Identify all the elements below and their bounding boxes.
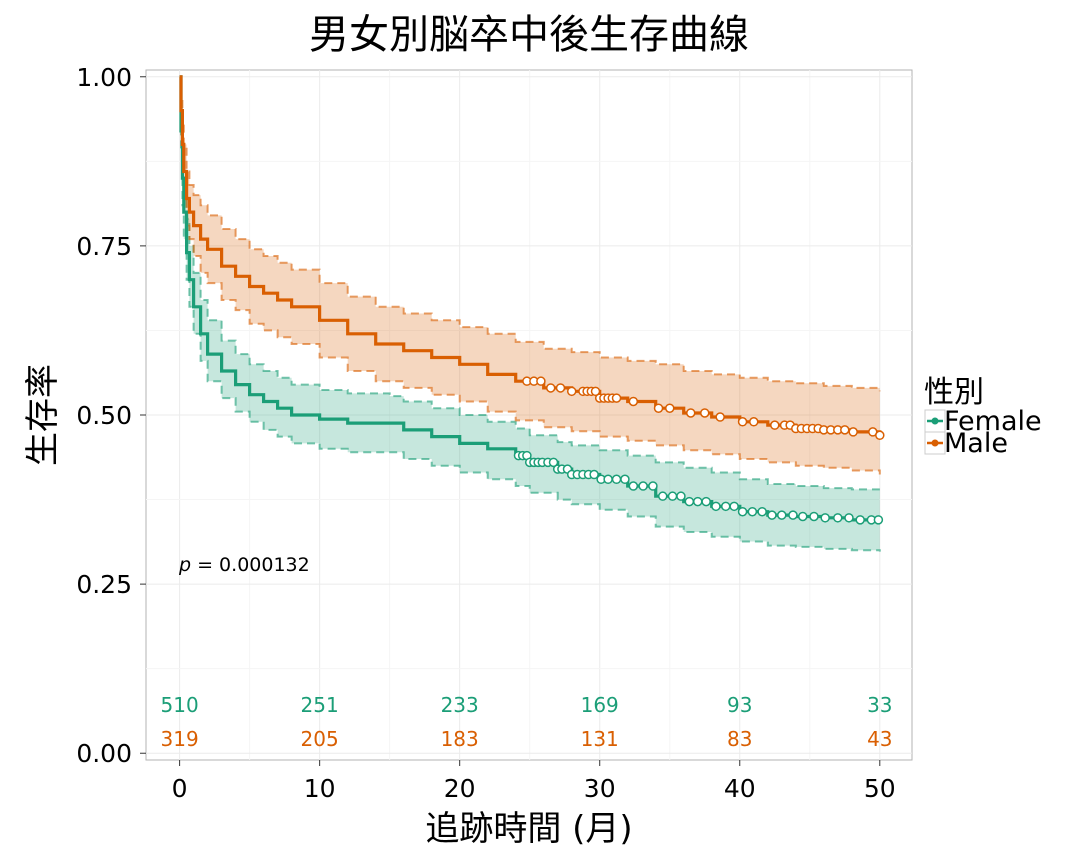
female-censor-mark	[798, 511, 808, 522]
y-tick-label: 0.50	[76, 401, 132, 430]
male-censor-mark	[536, 376, 546, 386]
female-censor-mark	[676, 491, 686, 501]
x-tick-label: 0	[172, 774, 188, 803]
male-censor-mark	[749, 417, 759, 427]
male-censor-mark	[840, 425, 850, 435]
male-censor-mark	[566, 386, 577, 397]
p-value-text: = 0.000132	[191, 554, 310, 576]
female-risk-count: 33	[867, 693, 892, 717]
female-risk-count: 251	[301, 693, 339, 717]
x-tick-label: 20	[444, 774, 476, 803]
grid-lines	[146, 70, 912, 760]
legend-label-male: Male	[944, 428, 1008, 459]
x-tick-label: 50	[864, 774, 896, 803]
female-ci-band	[179, 76, 880, 552]
y-tick-label: 0.25	[76, 570, 132, 599]
x-tick-label: 40	[724, 774, 756, 803]
male-ci-upper	[179, 75, 881, 392]
legend-dot-male	[931, 439, 939, 447]
female-risk-count: 169	[581, 693, 619, 717]
female-censor-mark	[855, 515, 865, 525]
female-censor-mark	[684, 496, 695, 507]
p-value-symbol: p	[178, 554, 191, 576]
x-axis-title: 追跡時間 (月)	[425, 809, 632, 849]
x-tick-label: 10	[304, 774, 336, 803]
female-censor-mark	[737, 506, 748, 517]
male-risk-count: 319	[161, 727, 199, 751]
p-value-annotation: p = 0.000132	[178, 554, 310, 576]
legend-dot-female	[931, 417, 939, 425]
female-censor-mark	[692, 496, 703, 507]
y-tick-label: 1.00	[76, 63, 132, 92]
male-ci-band	[179, 76, 880, 475]
female-censor-mark	[844, 513, 854, 523]
female-ci-upper	[179, 75, 880, 491]
male-censor-mark	[715, 412, 725, 422]
female-censor-mark	[657, 491, 668, 501]
female-censor-mark	[638, 481, 648, 491]
male-censor-mark	[590, 386, 601, 397]
x-tick-label: 30	[584, 774, 616, 803]
female-censor-mark	[701, 496, 711, 507]
legend-title: 性別	[924, 375, 984, 410]
female-censor-mark	[721, 501, 731, 512]
female-censor-mark	[729, 501, 739, 512]
female-risk-count: 93	[727, 693, 752, 717]
female-censor-mark	[620, 474, 630, 485]
female-risk-count: 510	[161, 693, 199, 717]
y-tick-label: 0.75	[76, 232, 132, 261]
male-risk-count: 83	[727, 727, 752, 751]
y-tick-label: 0.00	[76, 739, 132, 768]
risk-table: 510 251 233 169 93 33 319 205 183 131 83 43	[161, 693, 893, 751]
male-censor-mark	[685, 408, 696, 418]
male-risk-count: 183	[441, 727, 479, 751]
male-risk-count: 131	[581, 727, 619, 751]
female-censor-mark	[873, 515, 884, 525]
female-censor-mark	[809, 511, 819, 522]
male-risk-count: 205	[301, 727, 339, 751]
female-censor-mark	[747, 506, 758, 517]
male-censor-mark	[848, 427, 858, 437]
male-censor-mark	[555, 383, 566, 393]
female-censor-mark	[667, 491, 678, 501]
female-censor-mark	[757, 506, 767, 517]
female-censor-mark	[628, 481, 639, 491]
legend-label-female: Female	[944, 406, 1042, 437]
male-censor-mark	[611, 393, 622, 403]
female-risk-count: 233	[441, 693, 479, 717]
female-censor-mark	[820, 513, 830, 523]
female-censor-mark	[788, 510, 798, 520]
female-censor-mark	[767, 510, 777, 520]
axes: 0 10 20 30 40 50 0.00 0.25 0.50 0.75 1.00	[76, 63, 895, 803]
male-ci-lower	[179, 75, 881, 475]
y-axis-title: 生存率	[23, 364, 63, 466]
censor-marks	[513, 376, 885, 525]
male-censor-mark	[770, 420, 780, 430]
male-censor-mark	[628, 396, 639, 407]
confidence-bands	[179, 75, 881, 552]
male-risk-count: 43	[867, 727, 892, 751]
male-censor-mark	[699, 408, 710, 418]
male-censor-mark	[653, 403, 664, 413]
male-censor-mark	[737, 417, 748, 427]
female-censor-mark	[711, 501, 721, 512]
male-censor-mark	[875, 430, 885, 441]
male-censor-mark	[664, 403, 675, 413]
female-censor-mark	[589, 469, 599, 480]
male-censor-mark	[545, 383, 556, 393]
female-censor-mark	[777, 510, 787, 520]
chart-title: 男女別脳卒中後生存曲線	[309, 12, 749, 58]
female-censor-mark	[611, 474, 622, 485]
female-ci-lower	[179, 75, 881, 552]
female-censor-mark	[648, 481, 658, 491]
female-censor-mark	[603, 474, 613, 485]
female-censor-mark	[548, 457, 559, 468]
female-censor-mark	[833, 513, 843, 523]
